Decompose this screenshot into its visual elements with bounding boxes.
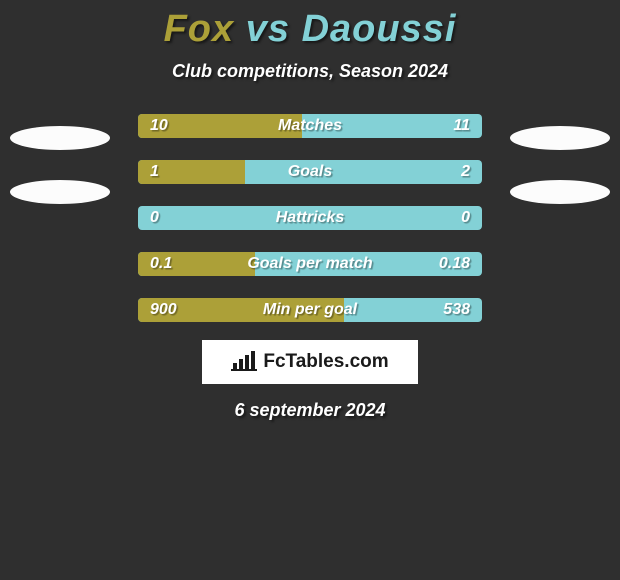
stat-value-right: 2 — [461, 160, 470, 184]
title-vs: vs — [246, 8, 290, 50]
stat-row: 0.1Goals per match0.18 — [138, 252, 482, 276]
team-ellipse — [510, 126, 610, 150]
brand-text: FcTables.com — [263, 351, 388, 373]
stat-label: Goals per match — [138, 252, 482, 276]
stat-label: Matches — [138, 114, 482, 138]
subtitle: Club competitions, Season 2024 — [0, 61, 620, 82]
stat-row: 0Hattricks0 — [138, 206, 482, 230]
stat-row: 1Goals2 — [138, 160, 482, 184]
stat-label: Goals — [138, 160, 482, 184]
title-right: Daoussi — [302, 8, 457, 50]
title-left: Fox — [164, 8, 235, 50]
stat-row: 900Min per goal538 — [138, 298, 482, 322]
stat-label: Hattricks — [138, 206, 482, 230]
stat-value-right: 0 — [461, 206, 470, 230]
stat-rows: 10Matches11 1Goals2 0Hattricks0 0.1Goals pe… — [138, 114, 482, 322]
team-ellipse — [510, 180, 610, 204]
stat-label: Min per goal — [138, 298, 482, 322]
stat-row: 10Matches11 — [138, 114, 482, 138]
team-ellipse — [10, 126, 110, 150]
stat-value-right: 538 — [443, 298, 470, 322]
stat-value-right: 0.18 — [439, 252, 470, 276]
brand-badge[interactable]: FcTables.com — [202, 340, 418, 384]
date-text: 6 september 2024 — [0, 400, 620, 421]
team-ellipse — [10, 180, 110, 204]
chart-icon — [231, 349, 257, 376]
page-title: Fox vs Daoussi — [0, 0, 620, 51]
stat-value-right: 11 — [453, 114, 470, 138]
